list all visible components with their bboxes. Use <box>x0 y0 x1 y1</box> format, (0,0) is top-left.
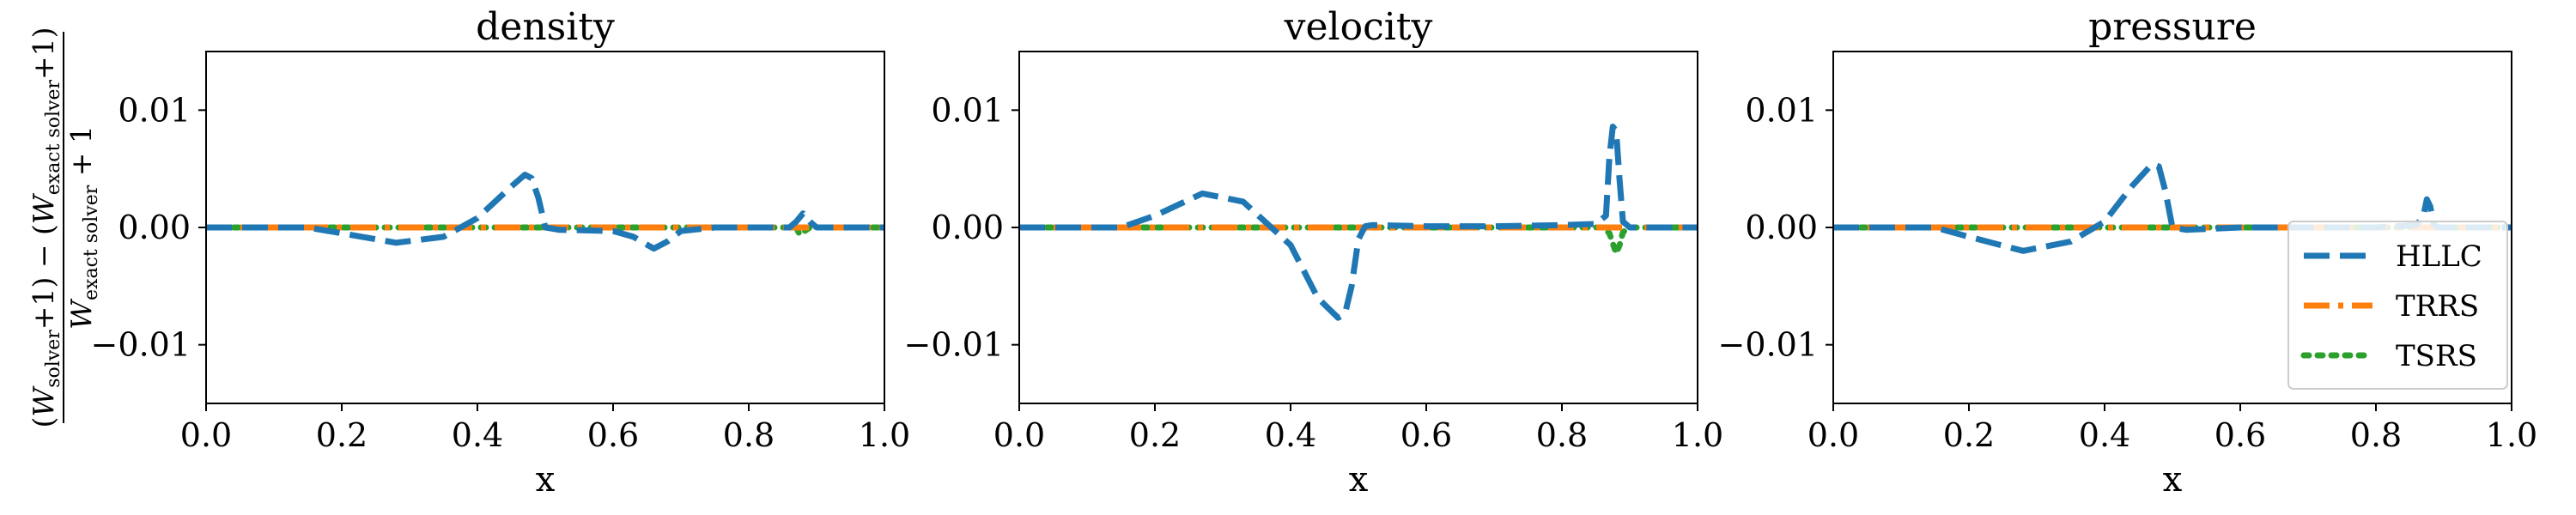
series-hllc-line <box>1019 124 1698 321</box>
series-hllc-line <box>1833 161 2512 254</box>
y-tick-label: 0.00 <box>118 209 191 246</box>
x-tick-label: 0.6 <box>2215 416 2266 454</box>
y-tick-label: −0.01 <box>1718 326 1818 364</box>
panel-velocity: velocity 0.0 0.2 0.4 0.6 0.8 1.0 −0.01 0.00 0.01 x <box>904 5 1724 500</box>
panel-title: pressure <box>2088 5 2257 49</box>
x-tick-label: 0.2 <box>316 416 368 454</box>
x-tick-label: 0.8 <box>723 416 775 454</box>
x-axis-label: x <box>1349 460 1369 500</box>
x-tick-label: 1.0 <box>1672 416 1723 454</box>
y-label-denominator: Wexact solver​ + 1 <box>64 125 102 330</box>
legend-label-hllc: HLLC <box>2396 239 2482 274</box>
x-tick-label: 0.2 <box>1129 416 1181 454</box>
x-tick-label: 0.6 <box>587 416 639 454</box>
x-tick-label: 0.0 <box>180 416 232 454</box>
y-tick-label: 0.01 <box>1745 91 1818 129</box>
x-tick-label: 1.0 <box>2486 416 2537 454</box>
panel-density: density 0.0 0.2 0.4 0.6 0.8 1.0 −0.01 0.00 0.01 x <box>91 5 911 500</box>
y-axis-label: (Wsolver​+1) − (Wexact solver​+1)Wexact … <box>27 27 102 427</box>
x-tick-label: 0.4 <box>2079 416 2130 454</box>
y-label-numerator: (Wsolver​+1) − (Wexact solver​+1) <box>27 27 64 427</box>
x-tick-label: 0.4 <box>1265 416 1316 454</box>
series-hllc-line <box>206 172 884 252</box>
x-tick-label: 0.8 <box>2350 416 2402 454</box>
x-tick-label: 0.4 <box>452 416 503 454</box>
y-tick-label: −0.01 <box>91 326 191 364</box>
y-tick-label: 0.00 <box>931 209 1004 246</box>
y-tick-label: 0.01 <box>118 91 191 129</box>
legend-label-trrs: TRRS <box>2396 289 2479 324</box>
x-tick-label: 0.2 <box>1943 416 1995 454</box>
panel-title: velocity <box>1284 5 1433 49</box>
panel-title: density <box>476 5 615 49</box>
y-tick-label: 0.01 <box>931 91 1004 129</box>
legend-label-tsrs: TSRS <box>2396 339 2477 373</box>
x-tick-label: 0.0 <box>993 416 1045 454</box>
x-tick-label: 0.0 <box>1807 416 1859 454</box>
panel-pressure: pressure 0.0 0.2 0.4 0.6 0.8 1.0 −0.01 0.00 0.01 x… <box>1718 5 2538 500</box>
legend: HLLC TRRS TSRS <box>2287 221 2508 390</box>
y-tick-label: 0.00 <box>1745 209 1818 246</box>
x-tick-label: 0.6 <box>1400 416 1452 454</box>
x-axis-label: x <box>2163 460 2183 500</box>
x-tick-label: 1.0 <box>859 416 910 454</box>
x-axis-label: x <box>536 460 556 500</box>
x-tick-label: 0.8 <box>1536 416 1588 454</box>
legend-box <box>2287 221 2508 390</box>
y-tick-label: −0.01 <box>904 326 1004 364</box>
